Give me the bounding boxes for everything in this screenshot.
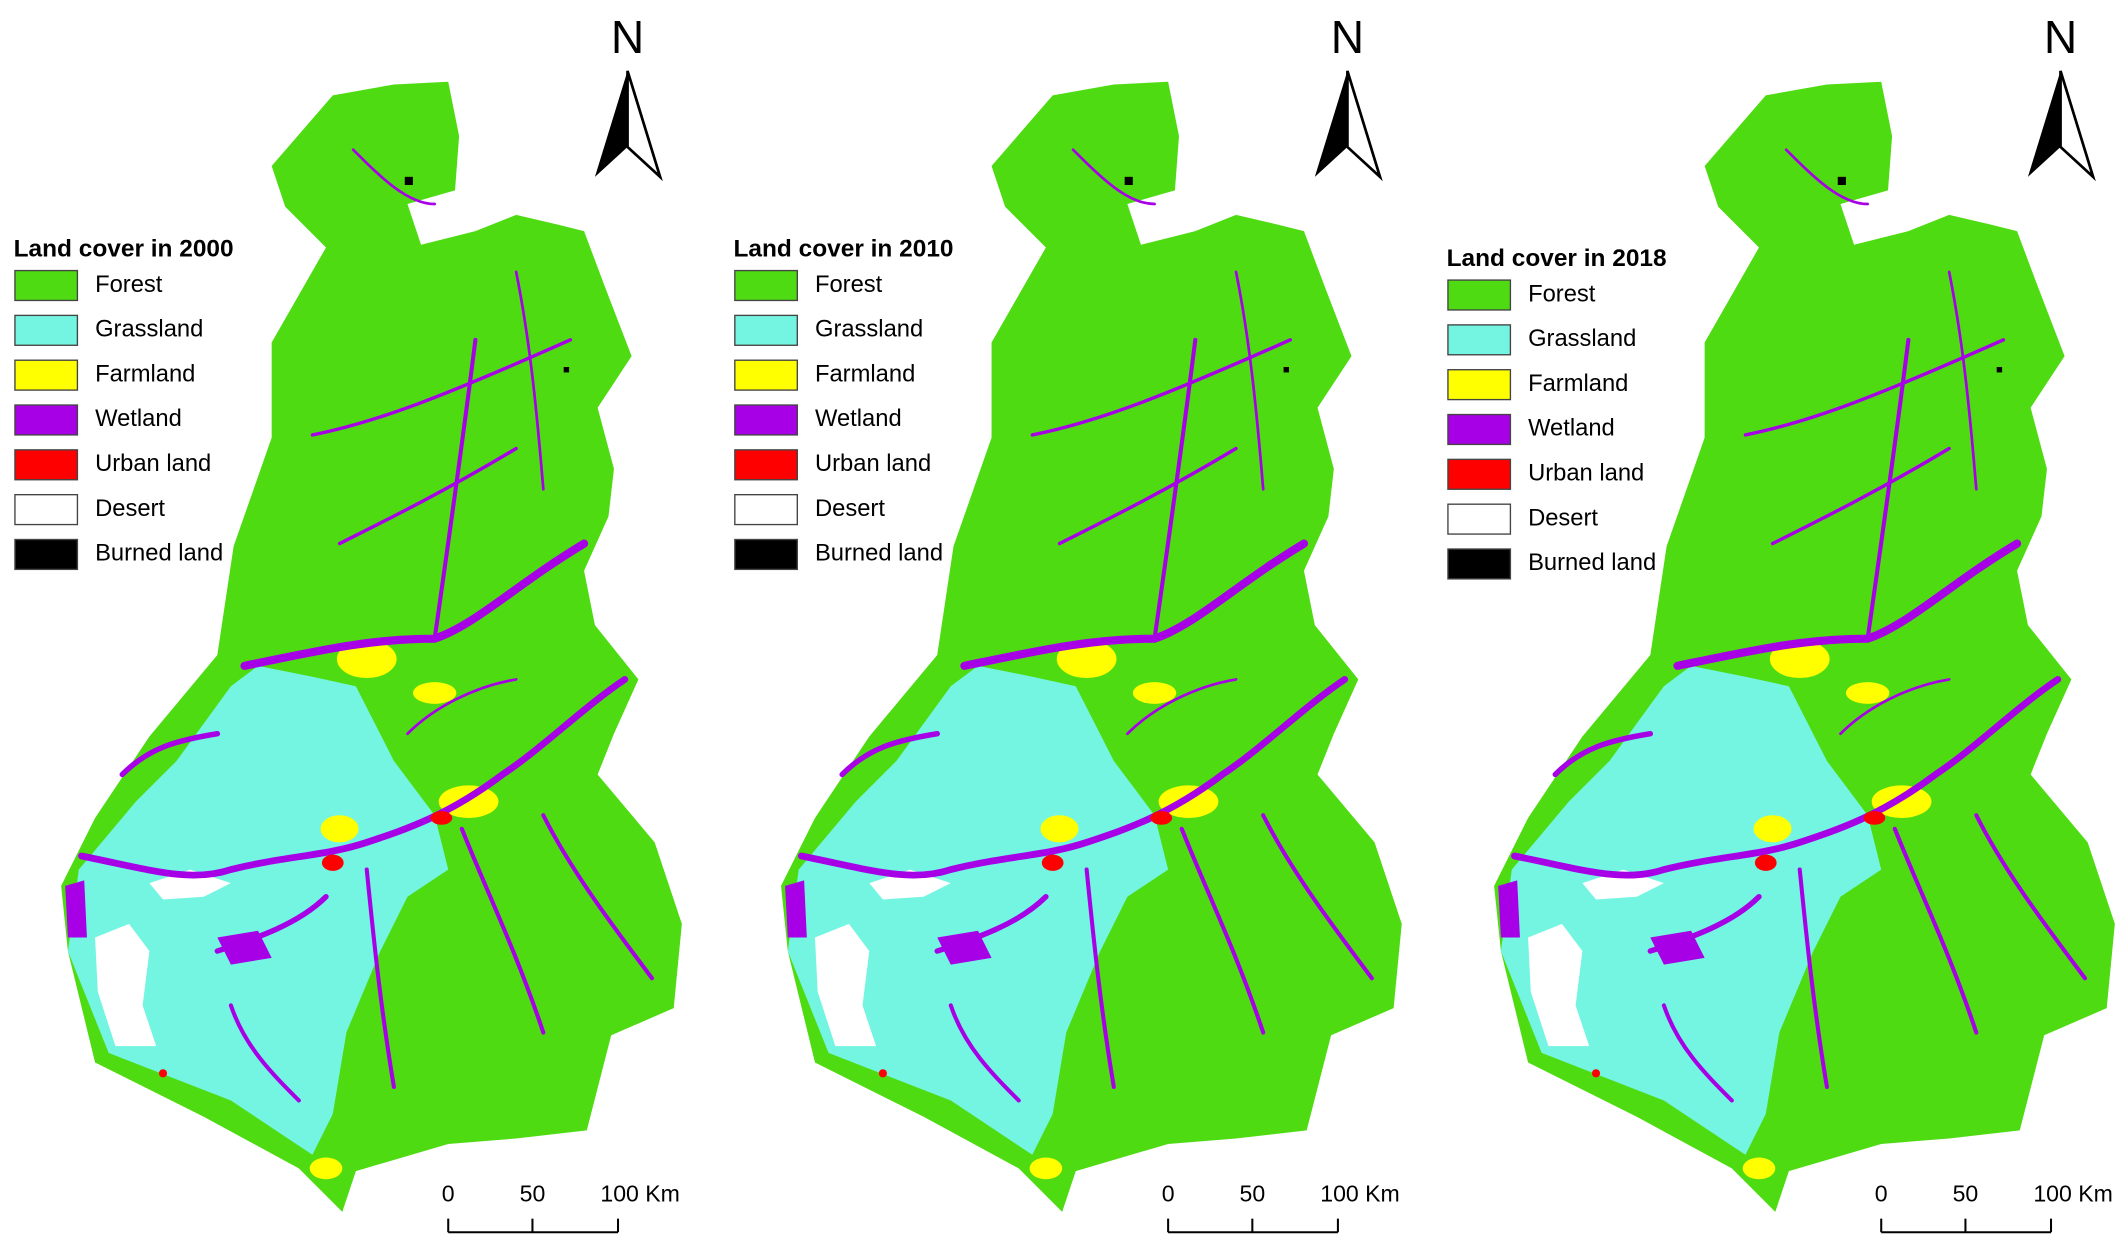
legend-swatch (14, 538, 79, 571)
legend-swatch (1447, 548, 1512, 580)
scale-label: 100 Km (2033, 1181, 2113, 1207)
legend-title: Land cover in 2000 (14, 236, 234, 263)
legend-swatch (734, 269, 798, 302)
legend-label: Urban land (1528, 460, 1644, 487)
legend-swatch (734, 404, 798, 436)
scale-label: 50 (1240, 1181, 1266, 1207)
north-arrow-left (1314, 70, 1348, 177)
north-arrow-right (1346, 70, 1383, 182)
legend-label: Forest (1528, 280, 1596, 307)
legend-swatch (14, 359, 79, 391)
legend-title: Land cover in 2010 (733, 236, 953, 263)
north-arrow-right (626, 70, 663, 182)
scale-label: 0 (1162, 1181, 1175, 1207)
legend-swatch (1447, 503, 1512, 535)
legend-label: Burned land (95, 540, 223, 567)
legend-swatch (734, 538, 798, 571)
north-arrow-right (2059, 70, 2096, 182)
legend-label: Burned land (1528, 549, 1656, 576)
legend-label: Urban land (815, 450, 931, 477)
legend-swatch (734, 449, 798, 481)
legend-label: Farmland (815, 360, 915, 387)
scale-label: 0 (442, 1181, 455, 1207)
legend-label: Desert (815, 495, 885, 522)
north-label: N (2044, 11, 2077, 63)
north-arrow-left (594, 70, 628, 177)
legend-swatch (1447, 413, 1512, 446)
legend-label: Farmland (1528, 370, 1628, 397)
legend-swatch (1447, 279, 1512, 311)
map-panel: Land cover in 2010 Forest Grassland Farmlan… (733, 11, 1401, 1234)
legend-swatch (734, 314, 798, 346)
legend-swatch (14, 404, 79, 436)
legend-swatch (1447, 324, 1512, 356)
scale-label: 100 Km (600, 1181, 680, 1207)
map-panel: Land cover in 2018 Forest Grassland Farmlan… (1447, 11, 2115, 1234)
scale-label: 100 Km (1320, 1181, 1400, 1207)
scale-label: 0 (1875, 1181, 1888, 1207)
legend-label: Wetland (815, 405, 902, 432)
north-label: N (1331, 11, 1364, 63)
legend-label: Desert (95, 495, 165, 522)
legend-label: Desert (1528, 504, 1598, 531)
scale-label: 50 (1953, 1181, 1979, 1207)
legend-swatch (1447, 458, 1512, 490)
map-panel: Land cover in 2000 Forest Grassland Farmlan… (14, 11, 682, 1234)
legend-title: Land cover in 2018 (1447, 245, 1667, 272)
legend-label: Wetland (1528, 415, 1615, 442)
legend-label: Grassland (815, 316, 923, 343)
north-label: N (611, 11, 644, 63)
scale-label: 50 (520, 1181, 546, 1207)
legend-label: Forest (95, 271, 163, 298)
legend-label: Forest (815, 271, 883, 298)
legend-swatch (734, 359, 798, 391)
legend-swatch (14, 494, 79, 526)
legend-label: Urban land (95, 450, 211, 477)
legend-swatch (14, 269, 79, 302)
legend-swatch (14, 449, 79, 481)
legend-swatch (14, 314, 79, 346)
legend-label: Grassland (95, 316, 203, 343)
legend-label: Farmland (95, 360, 195, 387)
legend-swatch (734, 494, 798, 526)
north-arrow-left (2027, 70, 2061, 177)
legend-swatch (1447, 369, 1512, 401)
legend-label: Grassland (1528, 325, 1636, 352)
legend-label: Wetland (95, 405, 182, 432)
legend-label: Burned land (815, 540, 943, 567)
